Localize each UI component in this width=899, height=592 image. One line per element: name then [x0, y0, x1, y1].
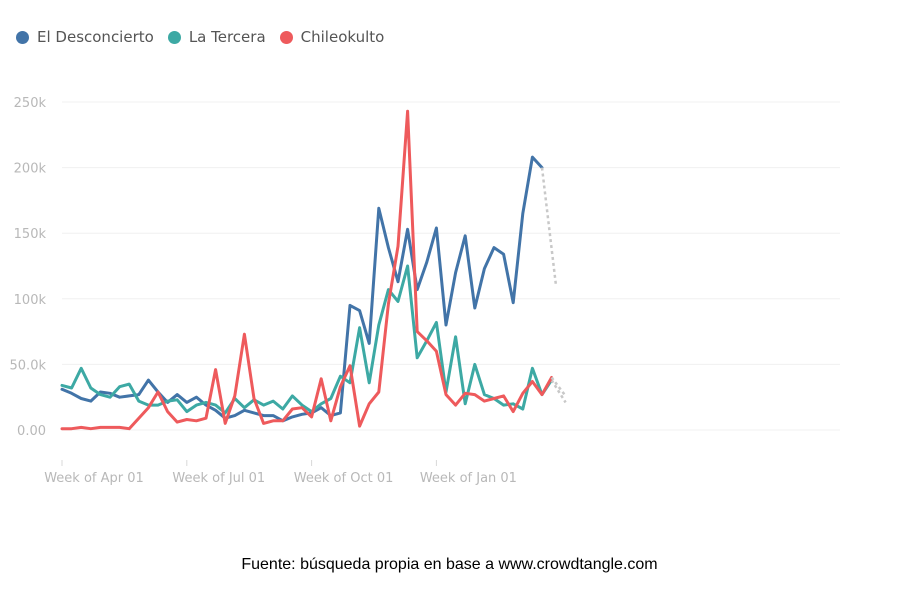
y-tick-label-5: 250k [14, 96, 47, 111]
y-tick-label-1: 50.0k [10, 358, 47, 373]
legend-dot-la-tercera [167, 30, 181, 44]
y-tick-label-4: 200k [14, 162, 47, 177]
y-tick-label-0: 0.00 [17, 424, 46, 439]
series-forecast-chileokulto [550, 376, 567, 397]
source-caption: Fuente: búsqueda propia en base a www.cr… [241, 556, 658, 573]
legend-label-el-desconcierto: El Desconcierto [37, 28, 154, 46]
legend: El Desconcierto La Tercera Chileokulto [16, 28, 384, 46]
series-line-chileokulto [60, 109, 554, 431]
legend-dot-chileokulto [279, 30, 293, 44]
x-tick-label-1: Week of Jul 01 [172, 471, 265, 486]
legend-label-la-tercera: La Tercera [188, 28, 266, 46]
series-forecast-la-tercera [550, 379, 567, 404]
y-tick-label-3: 150k [14, 227, 47, 242]
legend-item-chileokulto[interactable]: Chileokulto [279, 28, 385, 46]
y-tick-label-2: 100k [14, 293, 47, 308]
x-tick-label-2: Week of Oct 01 [294, 471, 394, 486]
x-tick-label-3: Week of Jan 01 [420, 471, 517, 486]
legend-item-el-desconcierto[interactable]: El Desconcierto [16, 28, 154, 46]
legend-item-la-tercera[interactable]: La Tercera [167, 28, 266, 46]
series-line-el-desconcierto [60, 155, 544, 423]
legend-dot-el-desconcierto [16, 30, 29, 44]
series-forecast-el-desconcierto [540, 167, 558, 286]
legend-label-chileokulto: Chileokulto [300, 28, 385, 46]
series-line-la-tercera [60, 264, 554, 415]
x-tick-label-0: Week of Apr 01 [44, 471, 144, 486]
